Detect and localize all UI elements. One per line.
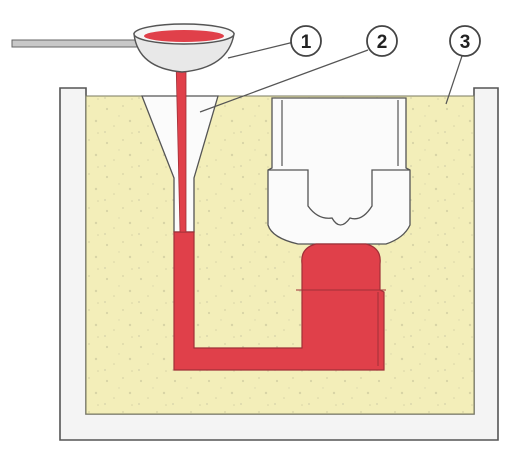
callout-1: 1 bbox=[290, 25, 322, 57]
callout-2-leader bbox=[199, 49, 369, 113]
callout-3-number: 3 bbox=[460, 32, 471, 53]
core-top bbox=[268, 169, 410, 226]
callout-1-number: 1 bbox=[301, 32, 312, 53]
callout-1-leader bbox=[227, 41, 295, 59]
ladle-handle-icon bbox=[11, 39, 143, 48]
callout-2-number: 2 bbox=[377, 32, 388, 53]
callout-3-leader bbox=[445, 55, 463, 105]
mould-cavity bbox=[267, 97, 411, 245]
pouring-ladle-icon bbox=[133, 23, 235, 73]
molten-metal bbox=[173, 231, 385, 371]
callout-3: 3 bbox=[449, 25, 481, 57]
callout-2: 2 bbox=[366, 25, 398, 57]
